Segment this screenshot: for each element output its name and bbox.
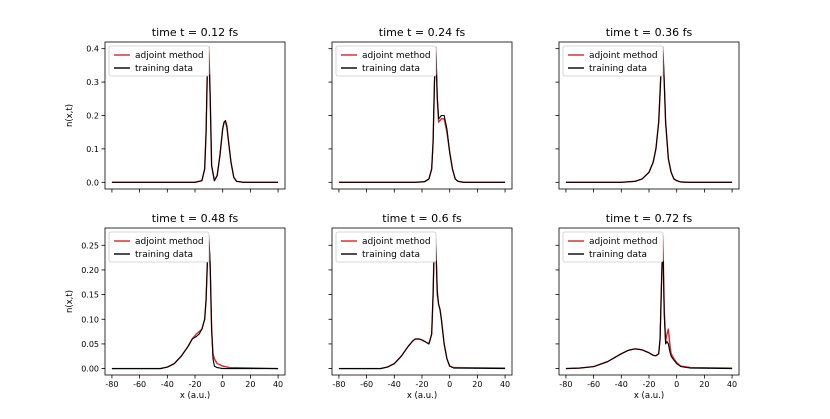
y-tick-label: 0.3	[86, 78, 99, 87]
y-tick-label: 0.10	[81, 315, 99, 324]
x-tick-label: -80	[105, 380, 118, 389]
legend-label-adjoint: adjoint method	[135, 51, 204, 61]
panel-title-4: time t = 0.48 fs	[152, 212, 239, 225]
legend-box-1	[108, 45, 210, 77]
legend-box-5	[335, 231, 437, 263]
legend-label-adjoint: adjoint method	[589, 237, 658, 247]
y-tick-label: 0.1	[86, 145, 99, 154]
legend-label-adjoint: adjoint method	[589, 51, 658, 61]
y-tick-label: 0.05	[81, 340, 99, 349]
panel-title-5: time t = 0.6 fs	[382, 212, 462, 225]
x-tick-label: -60	[133, 380, 146, 389]
x-tick-label: 0	[220, 380, 225, 389]
x-tick-label: 0	[674, 380, 679, 389]
panel-title-6: time t = 0.72 fs	[606, 212, 693, 225]
x-tick-label: -40	[615, 380, 628, 389]
x-tick-label: 40	[500, 380, 510, 389]
legend-label-adjoint: adjoint method	[362, 237, 431, 247]
x-tick-label: -40	[161, 380, 174, 389]
x-tick-label: -20	[642, 380, 655, 389]
legend-label-training: training data	[135, 250, 193, 260]
x-tick-label: -60	[587, 380, 600, 389]
y-tick-label: 0.4	[86, 45, 99, 54]
x-tick-label: -40	[388, 380, 401, 389]
y-tick-label: 0.15	[81, 291, 99, 300]
series-line-training-4	[111, 234, 279, 370]
y-tick-label: 0.0	[86, 178, 99, 187]
y-tick-label: 0.20	[81, 266, 99, 275]
x-tick-label: -80	[332, 380, 345, 389]
x-tick-label: -20	[188, 380, 201, 389]
legend-label-training: training data	[362, 250, 420, 260]
series-line-training-6	[565, 239, 733, 370]
legend-label-adjoint: adjoint method	[135, 237, 204, 247]
legend-label-training: training data	[362, 64, 420, 74]
legend-box-3	[562, 45, 664, 77]
x-tick-label: 0	[447, 380, 452, 389]
series-line-training-5	[338, 234, 506, 370]
y-axis-label-row-1: n(x,t)	[65, 104, 75, 127]
y-tick-label: 0.2	[86, 112, 99, 121]
legend-box-6	[562, 231, 664, 263]
x-axis-label-col-1: x (a.u.)	[180, 391, 210, 401]
x-tick-label: -60	[360, 380, 373, 389]
y-axis-label-row-2: n(x,t)	[65, 290, 75, 313]
legend-label-adjoint: adjoint method	[362, 51, 431, 61]
y-tick-label: 0.00	[81, 365, 99, 374]
x-tick-label: 40	[273, 380, 283, 389]
x-tick-label: 20	[699, 380, 709, 389]
y-tick-label: 0.25	[81, 241, 99, 250]
x-tick-label: -20	[415, 380, 428, 389]
panel-title-2: time t = 0.24 fs	[379, 26, 466, 39]
panel-title-1: time t = 0.12 fs	[152, 26, 239, 39]
series-line-training-2	[338, 46, 506, 183]
x-tick-label: -80	[559, 380, 572, 389]
legend-label-training: training data	[589, 250, 647, 260]
panel-title-3: time t = 0.36 fs	[606, 26, 693, 39]
legend-box-4	[108, 231, 210, 263]
x-axis-label-col-3: x (a.u.)	[634, 391, 664, 401]
x-tick-label: 20	[472, 380, 482, 389]
x-tick-label: 40	[727, 380, 737, 389]
x-axis-label-col-2: x (a.u.)	[407, 391, 437, 401]
legend-label-training: training data	[589, 64, 647, 74]
series-line-training-1	[111, 46, 279, 183]
legend-label-training: training data	[135, 64, 193, 74]
legend-box-2	[335, 45, 437, 77]
x-tick-label: 20	[245, 380, 255, 389]
